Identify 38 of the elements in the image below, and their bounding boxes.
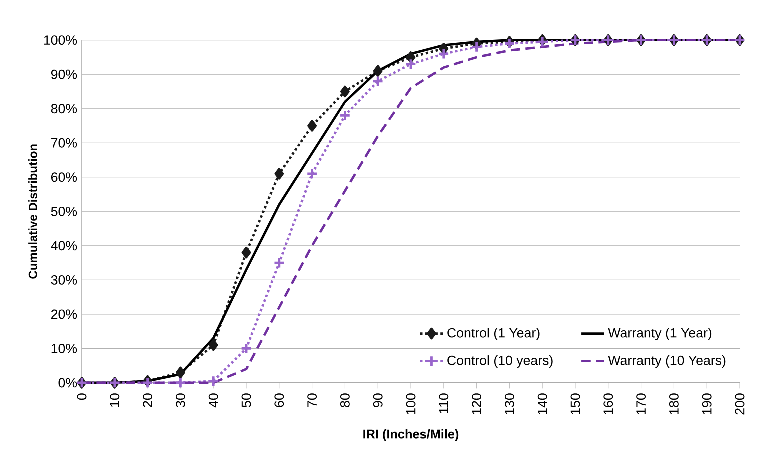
x-tick-label: 40 [208, 394, 218, 408]
x-tick-label: 90 [373, 394, 383, 408]
x-tick-label: 30 [176, 394, 186, 408]
y-tick-label: 80% [51, 104, 78, 114]
y-tick-label: 100% [44, 36, 78, 46]
x-tick-label: 60 [274, 394, 284, 408]
x-tick-label: 70 [308, 394, 318, 408]
x-axis-title: IRI (Inches/Mile) [364, 429, 459, 442]
y-tick-label: 60% [52, 172, 78, 182]
y-tick-label: 40% [51, 241, 78, 251]
x-tick-label: 10 [110, 394, 120, 407]
x-tick-label: 20 [143, 394, 153, 408]
x-tick-label: 150 [570, 394, 580, 414]
x-tick-label: 130 [504, 394, 514, 414]
y-tick-label: 90% [51, 70, 78, 80]
y-tick-label: 10% [52, 344, 78, 354]
x-tick-label: 80 [340, 394, 350, 408]
legend-label: Control (10 years) [448, 356, 553, 368]
y-tick-label: 50% [51, 206, 78, 216]
x-tick-label: 120 [472, 394, 482, 414]
x-tick-label: 100 [406, 394, 416, 414]
x-tick-label: 0 [77, 394, 87, 400]
y-tick-label: 20% [52, 310, 78, 320]
y-tick-label: 70% [52, 138, 78, 148]
y-axis-title: Cumulative Distribution [28, 144, 38, 279]
x-tick-label: 180 [669, 394, 679, 414]
legend-label: Warranty (10 Years) [608, 356, 726, 368]
x-tick-label: 200 [735, 394, 745, 415]
x-tick-label: 110 [439, 394, 449, 414]
legend-label: Control (1 Year) [448, 328, 540, 340]
x-tick-label: 50 [242, 394, 252, 408]
x-tick-label: 190 [702, 394, 712, 414]
legend-label: Warranty (1 Year) [608, 328, 712, 340]
y-tick-label: 30% [51, 275, 78, 285]
y-tick-label: 0% [58, 378, 78, 388]
x-tick-label: 160 [604, 394, 614, 414]
x-tick-label: 170 [636, 394, 646, 414]
x-tick-label: 140 [538, 394, 548, 414]
